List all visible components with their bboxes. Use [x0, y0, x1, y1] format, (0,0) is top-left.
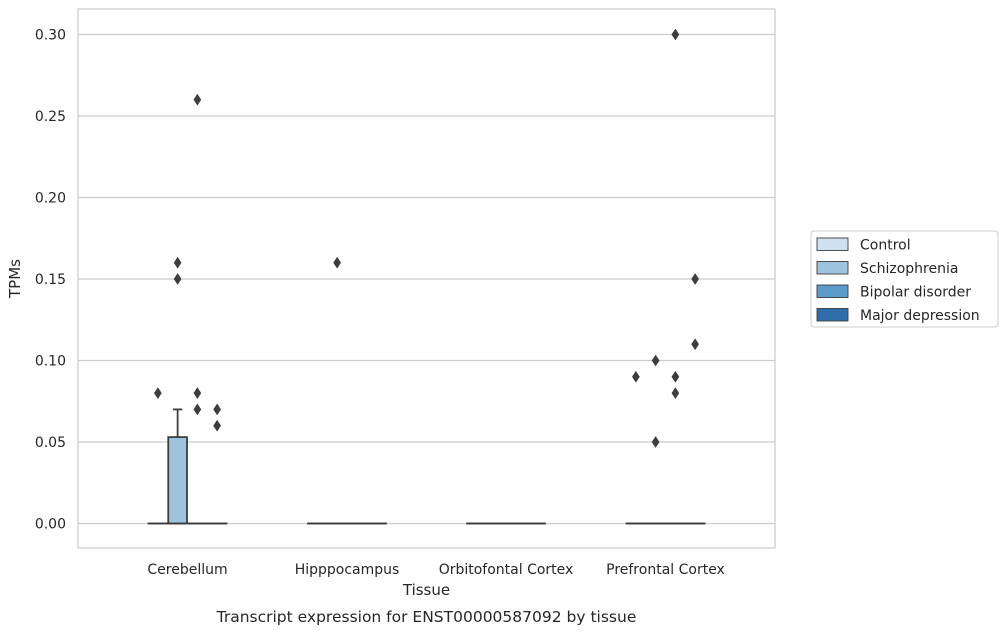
outlier-point [691, 338, 700, 351]
box-schizophrenia [167, 408, 188, 525]
outlier-point [631, 370, 640, 383]
outlier-point [651, 354, 660, 367]
box-body [167, 436, 188, 525]
outlier-point [173, 273, 182, 285]
outlier-point [193, 387, 202, 400]
outlier-point [213, 419, 222, 432]
outlier-group [153, 28, 700, 448]
legend: Control Schizophrenia Bipolar disorder Majo… [810, 230, 999, 328]
legend-swatch [816, 237, 849, 251]
y-tick-label: 0.05 [35, 435, 66, 451]
y-tick-label: 0.15 [35, 272, 66, 288]
plot-area-frame [77, 8, 776, 549]
x-axis-ticks: Cerebellum Hipppocampus Orbitofontal Corte… [147, 562, 724, 578]
outlier-point [671, 387, 680, 400]
outlier-point [651, 436, 660, 448]
outlier-point [173, 256, 182, 269]
legend-swatch [816, 308, 849, 322]
outlier-point [671, 370, 680, 383]
outlier-point [333, 256, 342, 269]
outlier-point [153, 387, 162, 400]
legend-frame [810, 230, 999, 328]
x-tick-label: Cerebellum [147, 562, 227, 578]
legend-swatch [816, 284, 849, 298]
legend-label: Control [860, 238, 911, 254]
x-tick-label: Hipppocampus [295, 562, 400, 578]
y-gridlines [78, 33, 775, 525]
outlier-point [671, 28, 680, 41]
x-tick-label: Orbitofontal Cortex [439, 562, 574, 578]
outlier-point [691, 273, 700, 285]
y-tick-label: 0.30 [35, 28, 66, 44]
legend-label: Schizophrenia [860, 261, 958, 277]
legend-swatch [816, 261, 849, 275]
outlier-point [193, 403, 202, 416]
chart-caption: Transcript expression for ENST0000058709… [216, 608, 637, 626]
y-axis-title: TPMs [6, 259, 24, 299]
y-tick-label: 0.20 [35, 191, 66, 207]
y-axis-ticks: 0.00 0.05 0.10 0.15 0.20 0.25 0.30 [35, 28, 66, 533]
x-tick-label: Prefrontal Cortex [606, 562, 725, 578]
legend-label: Bipolar disorder [860, 285, 971, 301]
box-series-group [147, 408, 706, 525]
outlier-point [213, 403, 222, 416]
legend-label: Major depression [860, 308, 980, 324]
x-axis-title: Tissue [402, 581, 450, 599]
outlier-point [193, 93, 202, 106]
y-tick-label: 0.10 [35, 354, 66, 370]
y-tick-label: 0.00 [35, 517, 66, 533]
y-tick-label: 0.25 [35, 109, 66, 125]
